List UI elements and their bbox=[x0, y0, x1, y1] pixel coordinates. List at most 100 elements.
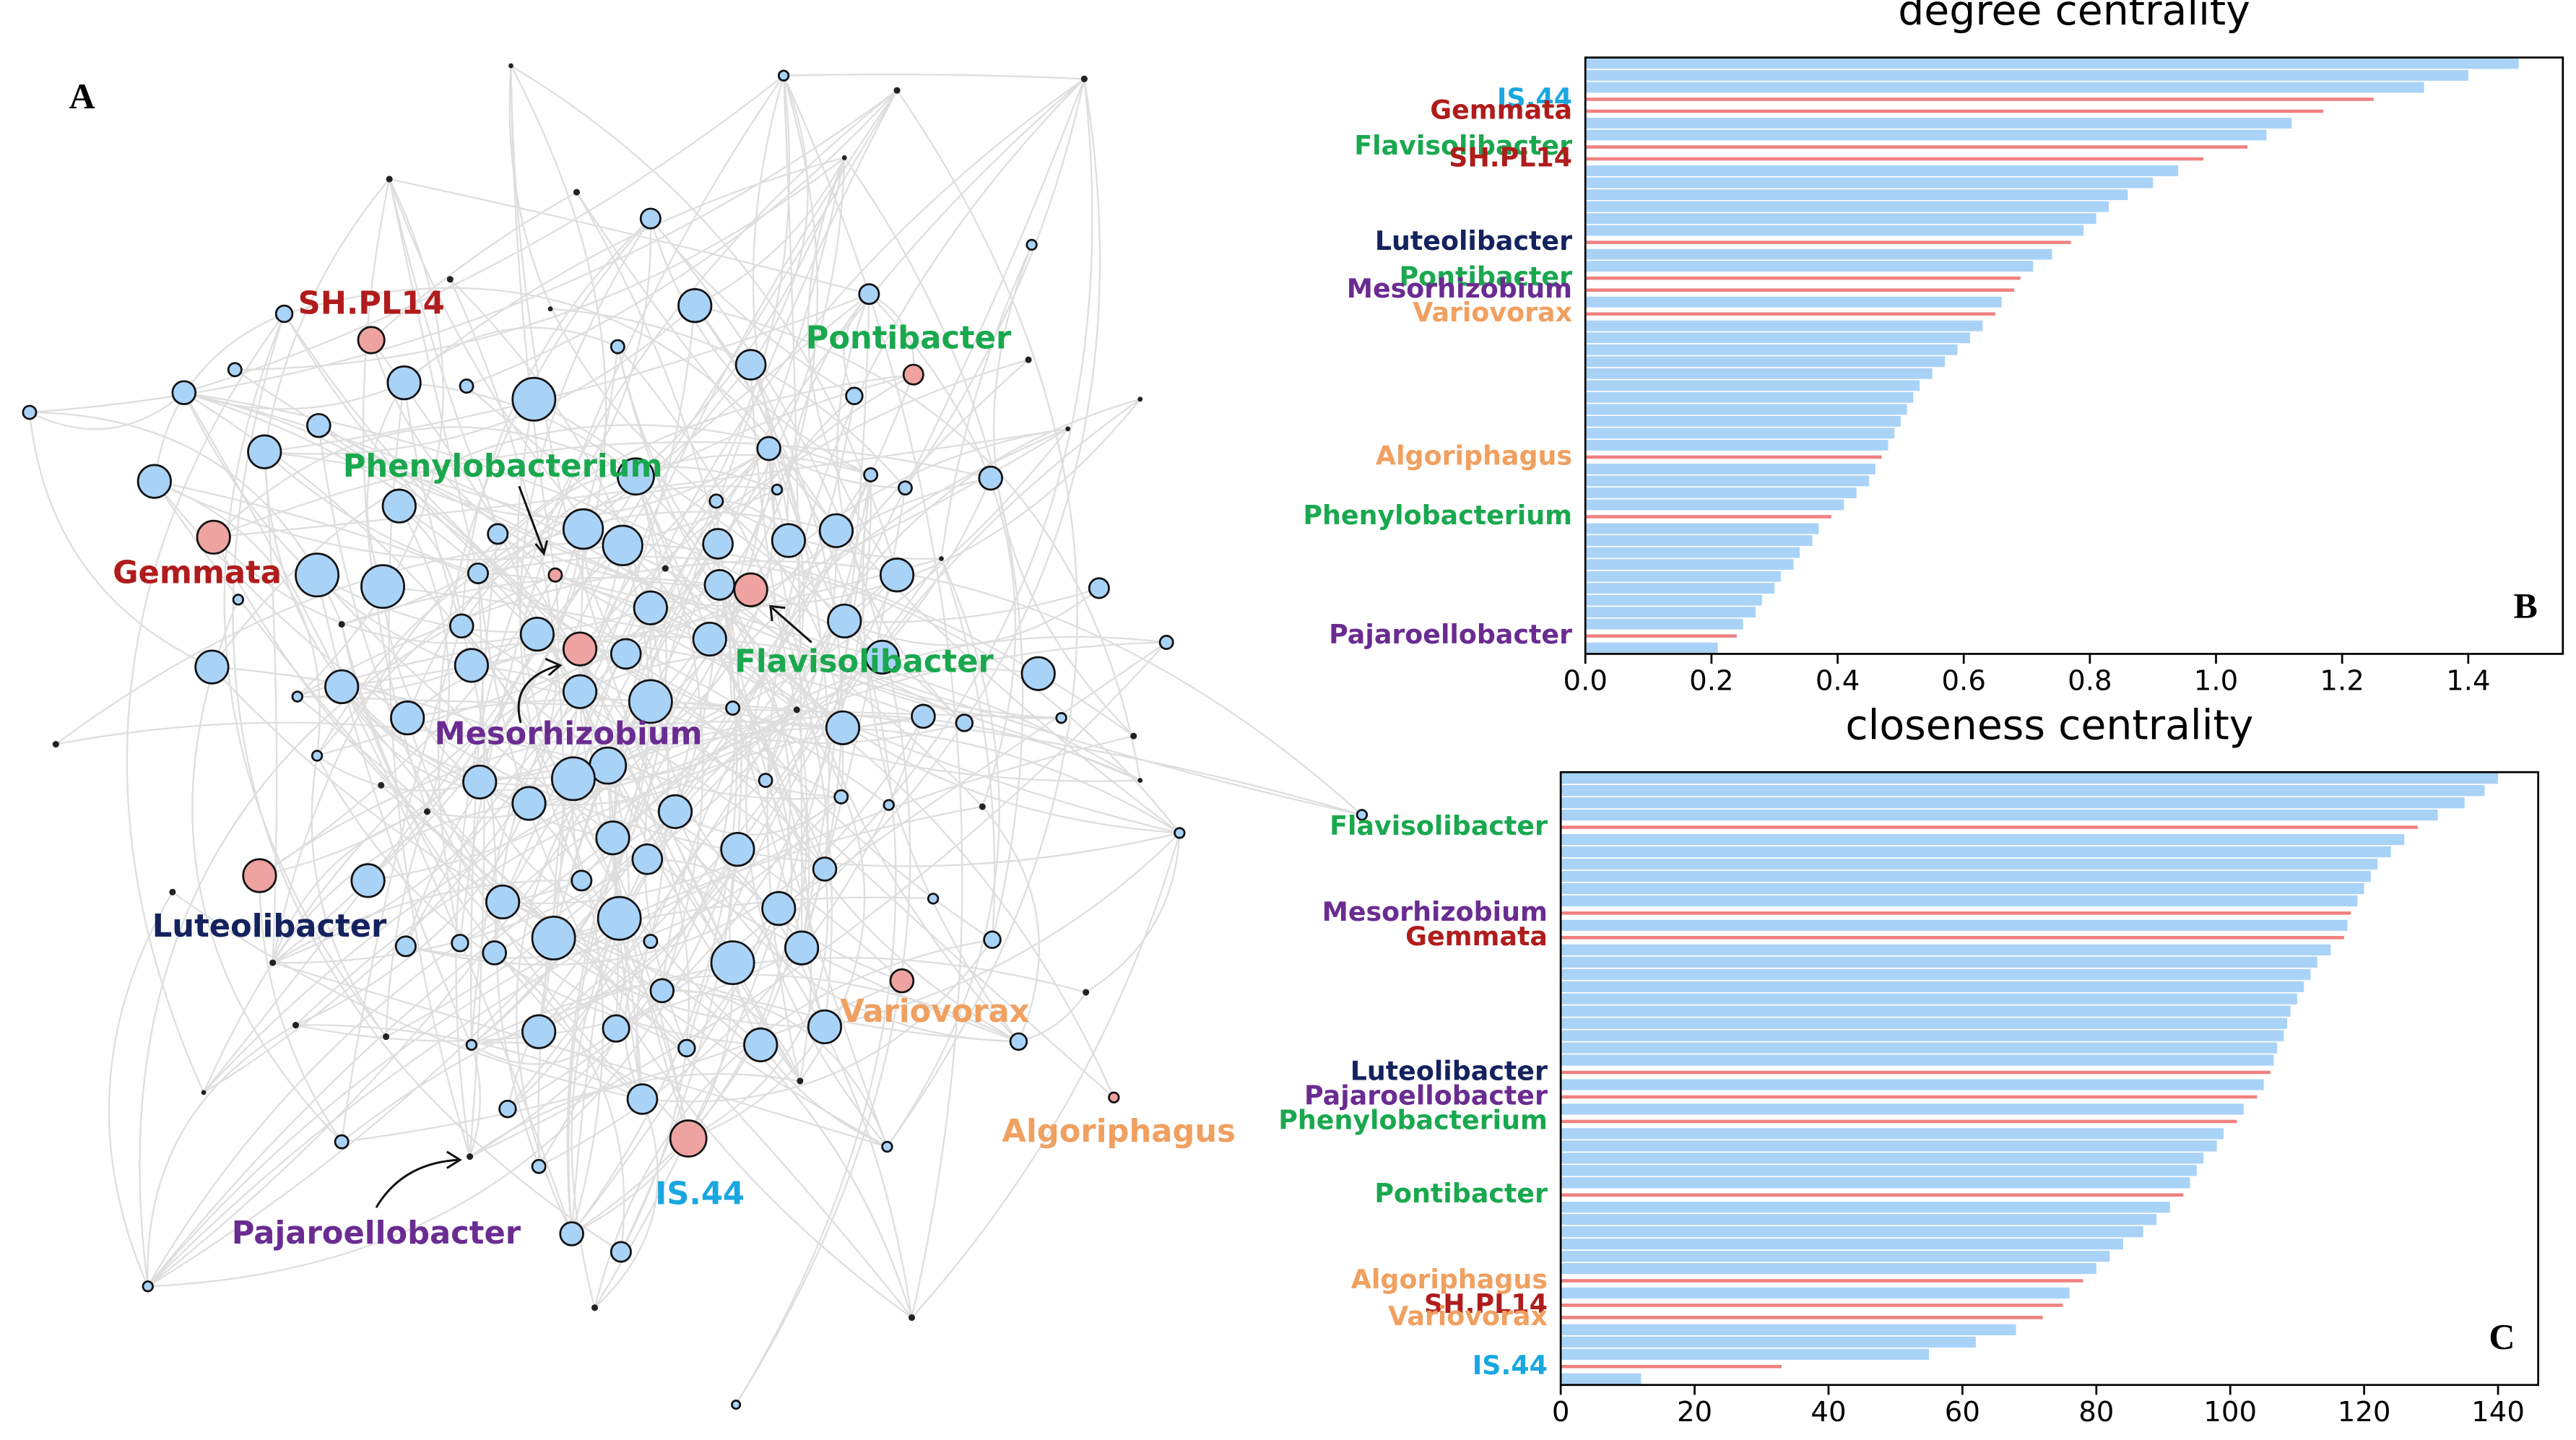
node bbox=[591, 1304, 599, 1311]
node bbox=[758, 773, 773, 789]
node bbox=[462, 764, 498, 799]
node bbox=[482, 940, 508, 966]
category-label: Phenylobacterium bbox=[1278, 1104, 1548, 1135]
arrow-head bbox=[446, 1150, 462, 1169]
bar bbox=[1585, 487, 1857, 498]
edge bbox=[664, 75, 791, 569]
edge bbox=[886, 558, 1000, 1148]
node bbox=[562, 508, 604, 550]
edge bbox=[264, 451, 479, 575]
x-tick-label: 20 bbox=[1677, 1396, 1712, 1428]
node bbox=[338, 620, 345, 628]
x-tick-label: 0.0 bbox=[1564, 664, 1608, 697]
node bbox=[628, 679, 673, 724]
node bbox=[710, 940, 755, 986]
bar bbox=[1561, 1238, 2123, 1250]
edge bbox=[126, 313, 285, 1093]
edge bbox=[537, 78, 1085, 1167]
highlight-bar bbox=[1585, 97, 2374, 101]
x-tick-label: 0.8 bbox=[2068, 664, 2112, 697]
edge bbox=[784, 73, 1085, 80]
bar bbox=[1561, 1287, 2070, 1299]
bar bbox=[1561, 833, 2405, 846]
node-label: Phenylobacterium bbox=[343, 448, 663, 485]
node bbox=[360, 564, 405, 610]
node bbox=[1025, 356, 1032, 363]
node bbox=[1025, 238, 1038, 251]
node bbox=[547, 306, 553, 312]
highlight-bar bbox=[1585, 109, 2323, 113]
bar bbox=[1561, 1005, 2291, 1017]
bar bbox=[1585, 261, 2034, 272]
panel-label: B bbox=[2514, 585, 2538, 625]
category-label: SH.PL14 bbox=[1449, 142, 1572, 173]
node bbox=[390, 701, 425, 736]
category-label: Gemmata bbox=[1405, 921, 1548, 952]
edge bbox=[466, 90, 898, 387]
edge bbox=[471, 1028, 617, 1065]
edge bbox=[389, 178, 869, 295]
node bbox=[381, 488, 417, 524]
node bbox=[677, 288, 713, 324]
node bbox=[521, 1014, 557, 1049]
edge bbox=[341, 625, 463, 1142]
category-label: Mesorhizobium bbox=[1322, 896, 1548, 927]
edge bbox=[617, 346, 1062, 719]
node bbox=[639, 207, 662, 230]
node bbox=[833, 789, 849, 804]
edge bbox=[579, 691, 690, 1253]
node-label: Pajaroellobacter bbox=[232, 1215, 521, 1252]
edge bbox=[786, 293, 870, 541]
edge bbox=[459, 75, 785, 943]
node bbox=[1174, 827, 1186, 839]
node bbox=[812, 856, 838, 882]
highlight-bar bbox=[1585, 515, 1831, 519]
node bbox=[864, 639, 900, 675]
node bbox=[559, 1221, 584, 1246]
edge bbox=[183, 391, 676, 812]
node bbox=[825, 710, 861, 745]
node-label: IS.44 bbox=[655, 1176, 745, 1213]
highlight-bar bbox=[1561, 1119, 2237, 1124]
edge bbox=[571, 709, 808, 1235]
edge bbox=[213, 441, 992, 538]
bar bbox=[1561, 1140, 2217, 1152]
plot-frame bbox=[1559, 771, 2540, 1387]
node-label: Mesorhizobium bbox=[435, 716, 703, 752]
bar bbox=[1585, 499, 1844, 511]
edge bbox=[745, 474, 888, 1148]
edge bbox=[183, 382, 405, 410]
edge bbox=[507, 918, 620, 1110]
edge bbox=[904, 78, 1085, 489]
bar bbox=[1585, 391, 1914, 403]
edge bbox=[649, 701, 841, 798]
edge bbox=[576, 191, 742, 1252]
x-tick-label: 0.2 bbox=[1689, 664, 1733, 697]
bar bbox=[1585, 248, 2052, 260]
node bbox=[616, 457, 655, 496]
bar bbox=[1561, 1214, 2157, 1226]
bar bbox=[1585, 320, 1983, 331]
node bbox=[467, 1153, 474, 1161]
bar bbox=[1585, 571, 1781, 582]
x-tick-label: 0 bbox=[1552, 1396, 1570, 1428]
edge bbox=[510, 66, 557, 576]
edge bbox=[147, 735, 1134, 1288]
edge bbox=[566, 589, 752, 1234]
arrow bbox=[518, 485, 545, 552]
bar bbox=[1585, 439, 1888, 451]
edge bbox=[272, 879, 582, 964]
edge bbox=[147, 1024, 297, 1287]
node bbox=[703, 569, 736, 601]
category-label: Pontibacter bbox=[1374, 1178, 1548, 1209]
x-tick-label: 0.4 bbox=[1816, 664, 1860, 697]
category-label: Variovorax bbox=[1413, 297, 1572, 328]
node bbox=[334, 1134, 350, 1150]
highlight-bar bbox=[1561, 1279, 2083, 1283]
edge bbox=[750, 365, 798, 711]
edge bbox=[459, 641, 1167, 944]
node bbox=[1158, 635, 1174, 650]
edge bbox=[283, 313, 842, 798]
highlight-bar bbox=[1561, 1365, 1782, 1369]
